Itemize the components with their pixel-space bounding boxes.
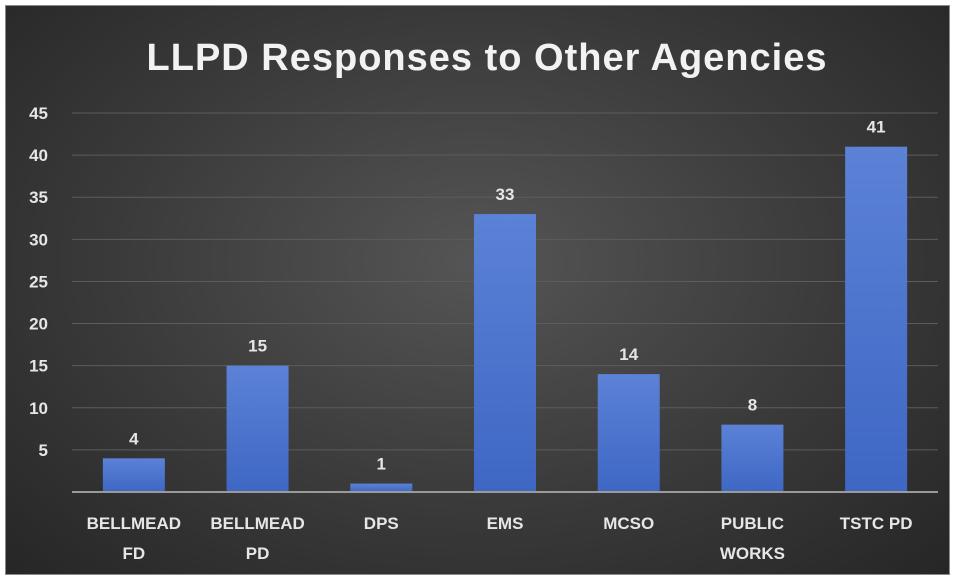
x-axis-categories: BELLMEAD FD BELLMEAD PD DPS EMS MCSO PUBLIC WORK… [87, 514, 913, 563]
data-label: 41 [867, 118, 886, 137]
bars [102, 146, 908, 493]
data-label: 4 [129, 429, 139, 448]
bar [350, 483, 413, 492]
x-category-label: DPS [364, 514, 399, 533]
x-category-label: WORKS [720, 544, 785, 563]
y-tick-label: 10 [29, 399, 48, 418]
chart-title: LLPD Responses to Other Agencies [147, 37, 828, 79]
y-axis-ticks: 5 10 15 20 25 30 35 40 45 [29, 104, 48, 460]
bar [226, 365, 289, 492]
data-label: 15 [248, 337, 267, 356]
y-tick-label: 35 [29, 188, 48, 207]
bar [845, 146, 908, 492]
data-labels: 4 15 1 33 14 8 41 [129, 118, 885, 474]
y-tick-label: 5 [39, 441, 48, 460]
bar [474, 214, 536, 493]
x-category-label: BELLMEAD [210, 514, 304, 533]
y-tick-label: 20 [29, 315, 48, 334]
data-label: 14 [619, 345, 638, 364]
y-tick-label: 30 [29, 230, 48, 249]
y-tick-label: 40 [29, 146, 48, 165]
bar [102, 458, 165, 492]
y-tick-label: 15 [29, 357, 48, 376]
bar [721, 424, 784, 492]
x-category-label: PD [246, 544, 270, 563]
x-category-label: PUBLIC [721, 514, 784, 533]
x-category-label: BELLMEAD [87, 514, 181, 533]
data-label: 8 [748, 396, 757, 415]
x-category-label: FD [123, 544, 146, 563]
data-label: 1 [377, 455, 386, 474]
x-category-label: MCSO [603, 514, 654, 533]
x-category-label: TSTC PD [840, 514, 913, 533]
bar [597, 374, 660, 492]
y-tick-label: 25 [29, 272, 48, 291]
data-label: 33 [496, 185, 515, 204]
x-category-label: EMS [487, 514, 524, 533]
y-tick-label: 45 [29, 104, 48, 123]
